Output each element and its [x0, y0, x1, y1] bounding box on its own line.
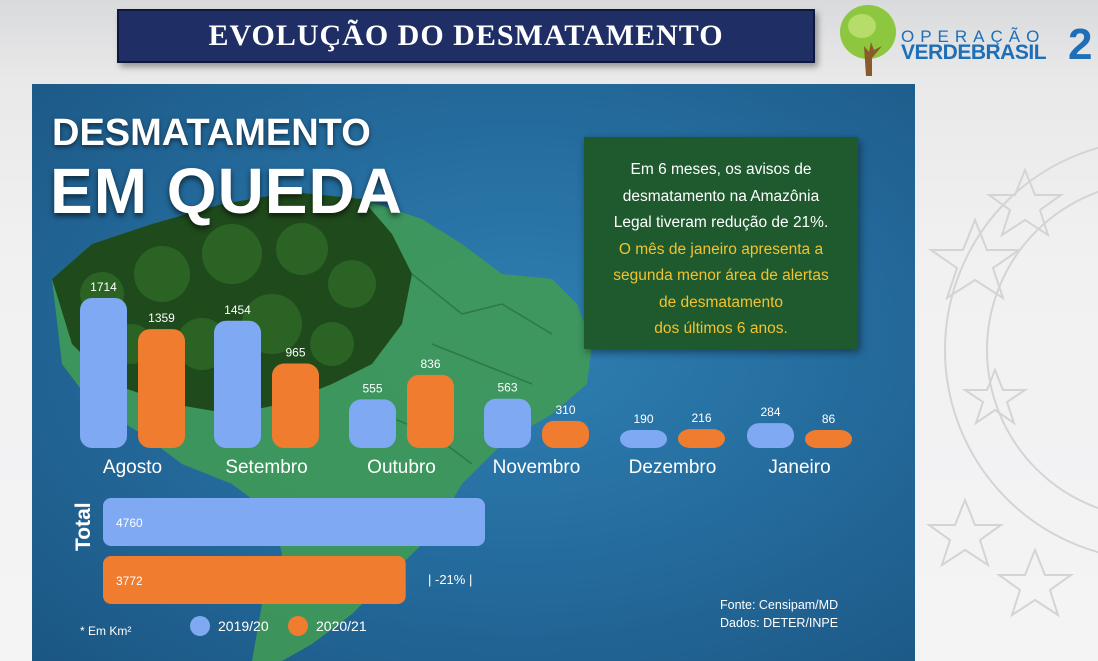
info-line-highlight: O mês de janeiro apresenta a [618, 240, 824, 258]
logo-number: 2 [1068, 20, 1093, 69]
infographic-panel: DESMATAMENTO EM QUEDA Em 6 meses, os avi… [32, 84, 915, 661]
total-bar-2020-21 [103, 556, 406, 604]
legend-label: 2020/21 [316, 618, 367, 634]
data-label: 1714 [90, 280, 117, 294]
category-label: Agosto [103, 457, 162, 478]
bar-2020-21 [805, 430, 852, 448]
info-line-highlight: segunda menor área de alertas [613, 267, 829, 284]
category-label: Outubro [367, 457, 436, 478]
category-label: Janeiro [768, 457, 830, 478]
bar-2019-20 [214, 320, 261, 448]
data-label: 310 [555, 403, 575, 417]
bar-2019-20 [349, 399, 396, 448]
logo-line2: VERDEBRASIL [901, 41, 1047, 64]
bar-2020-21 [678, 429, 725, 448]
operacao-verde-brasil-logo: OPERAÇÃO VERDEBRASIL 2 [838, 2, 1098, 80]
info-line-highlight: de desmatamento [658, 293, 784, 311]
bar-2019-20 [620, 430, 667, 448]
data-label: 86 [822, 412, 836, 426]
bar-2020-21 [542, 420, 589, 448]
data-label: 216 [691, 411, 711, 425]
category-label: Dezembro [629, 457, 717, 478]
legend-swatch [190, 616, 210, 636]
legend-swatch [288, 616, 308, 636]
info-line: Legal tiveram redução de 21%. [613, 214, 829, 231]
change-label: | -21% | [428, 572, 473, 587]
tree-icon [840, 5, 896, 76]
watermark-seal [925, 146, 1098, 618]
bar-2020-21 [272, 363, 319, 448]
total-data-label: 3772 [116, 574, 143, 588]
legend-item-2019: 2019/20 [190, 616, 269, 636]
data-label: 1359 [148, 311, 175, 325]
bar-2020-21 [138, 329, 185, 448]
logo-line1: OPERAÇÃO [901, 27, 1046, 46]
bar-2019-20 [484, 398, 531, 448]
total-label: Total [72, 502, 95, 551]
data-label: 190 [633, 412, 653, 426]
data-label: 1454 [224, 303, 251, 317]
legend-item-2020: 2020/21 [288, 616, 367, 636]
total-data-label: 4760 [116, 516, 143, 530]
category-label: Setembro [225, 457, 307, 478]
bar-2019-20 [80, 298, 127, 448]
category-label: Novembro [493, 457, 581, 478]
info-line-highlight: dos últimos 6 anos. [654, 320, 788, 337]
deforestation-chart: 1714 1359 Agosto 1454 965 Setembro 555 836 Outub… [80, 280, 852, 604]
unit-note: * Em Km² [80, 624, 132, 638]
data-line: Dados: DETER/INPE [720, 616, 839, 630]
source-note: Fonte: Censipam/MD Dados: DETER/INPE [720, 596, 838, 632]
panel-title-line1: DESMATAMENTO [52, 112, 371, 154]
data-label: 836 [420, 357, 440, 371]
data-label: 563 [497, 381, 517, 395]
data-label: 284 [760, 405, 780, 419]
info-box: Em 6 meses, os avisos de desmatamento na… [584, 137, 858, 349]
total-bar-2019-20 [103, 498, 485, 546]
bar-2019-20 [747, 423, 794, 448]
info-line: desmatamento na Amazônia [622, 187, 820, 205]
info-line: Em 6 meses, os avisos de [630, 161, 812, 178]
data-label: 555 [362, 381, 382, 395]
source-line: Fonte: Censipam/MD [720, 598, 839, 612]
bar-2020-21 [407, 374, 454, 448]
data-label: 965 [285, 346, 305, 360]
panel-title-line2: EM QUEDA [50, 155, 403, 227]
legend-label: 2019/20 [218, 618, 269, 634]
change-value: -21% [435, 572, 466, 587]
page-title: EVOLUÇÃO DO DESMATAMENTO [117, 9, 815, 63]
